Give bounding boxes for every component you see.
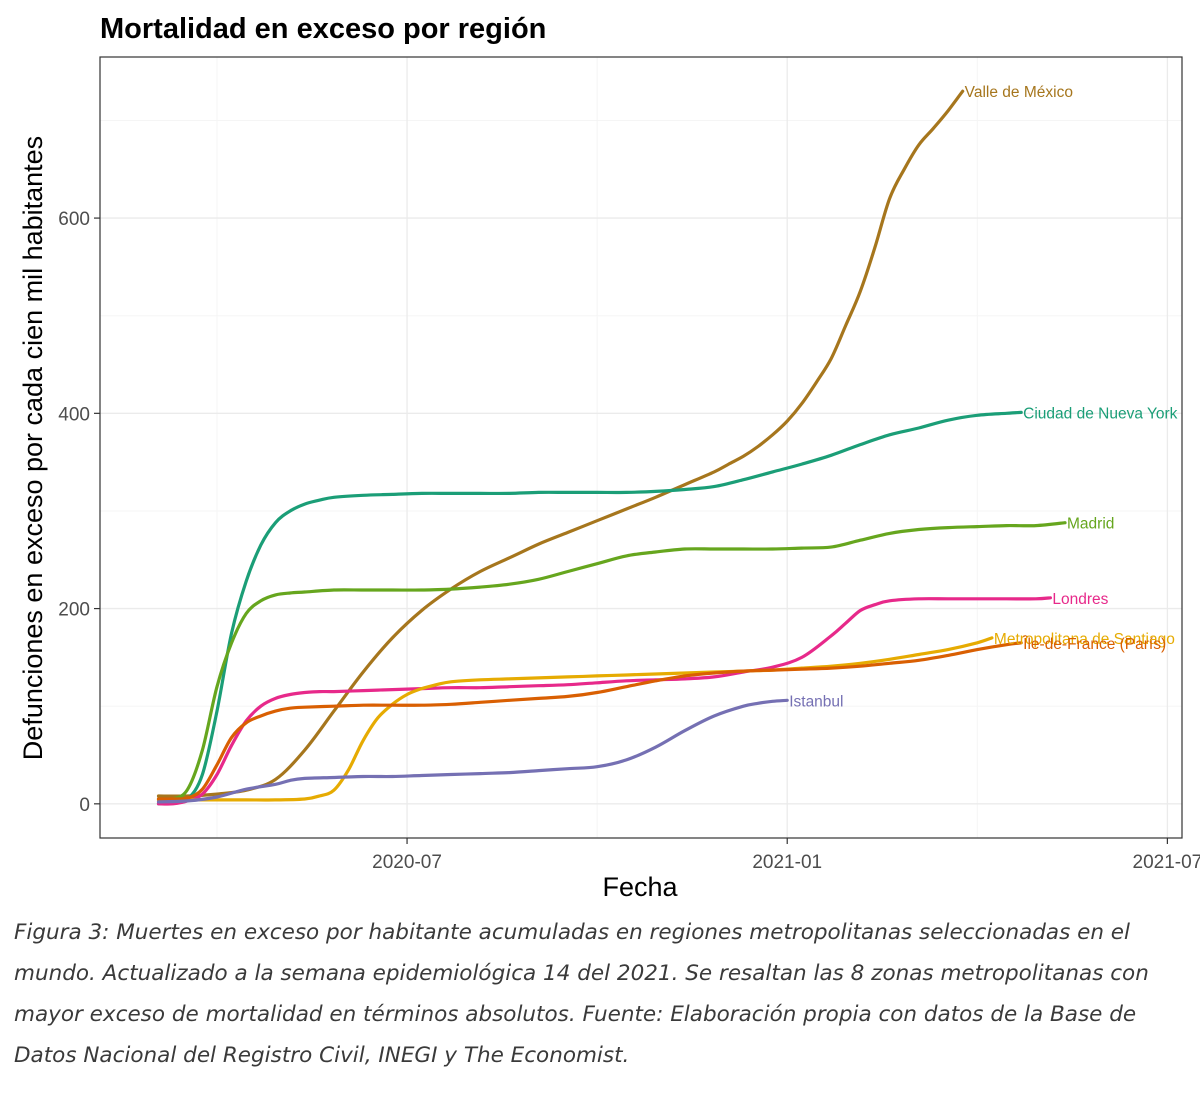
series-label: Madrid xyxy=(1067,516,1114,533)
series-line xyxy=(156,410,1023,806)
y-tick-label: 200 xyxy=(58,600,90,621)
figure-caption: Figura 3: Muertes en exceso por habitant… xyxy=(14,920,1149,1068)
series-labels: Valle de México Ciudad de Nueva York Madri… xyxy=(789,84,1177,710)
y-tick-label: 0 xyxy=(79,795,90,816)
series-line xyxy=(156,521,1067,802)
series-line xyxy=(156,89,965,798)
series-line xyxy=(156,636,994,802)
x-tick-label: 2021-01 xyxy=(752,852,822,873)
series-line xyxy=(156,596,1052,806)
plot-panel xyxy=(99,56,1183,839)
series-label: Île-de-France (París) xyxy=(1022,636,1166,653)
grid xyxy=(100,57,1182,838)
chart: Mortalidad en exceso por región Valle de… xyxy=(18,13,1200,902)
y-axis-label: Defunciones en exceso por cada cien mil … xyxy=(18,136,48,760)
chart-title: Mortalidad en exceso por región xyxy=(100,13,546,45)
x-axis-ticks: 2020-07 2021-01 2021-07 xyxy=(372,838,1200,873)
series-label: Istanbul xyxy=(789,693,843,710)
series-line xyxy=(156,698,789,804)
y-axis-ticks: 0 200 400 600 xyxy=(58,209,100,816)
y-tick-label: 600 xyxy=(58,209,90,230)
y-tick-label: 400 xyxy=(58,404,90,425)
series-label: Londres xyxy=(1052,591,1108,608)
x-tick-label: 2020-07 xyxy=(372,852,442,873)
series-line xyxy=(156,641,1023,801)
series-label: Ciudad de Nueva York xyxy=(1023,405,1178,422)
x-axis-label: Fecha xyxy=(602,872,678,902)
x-tick-label: 2021-07 xyxy=(1133,852,1200,873)
series-lines xyxy=(156,89,1067,806)
series-label: Metropolitana de Santiago xyxy=(994,631,1175,648)
series-label: Valle de México xyxy=(965,84,1073,101)
